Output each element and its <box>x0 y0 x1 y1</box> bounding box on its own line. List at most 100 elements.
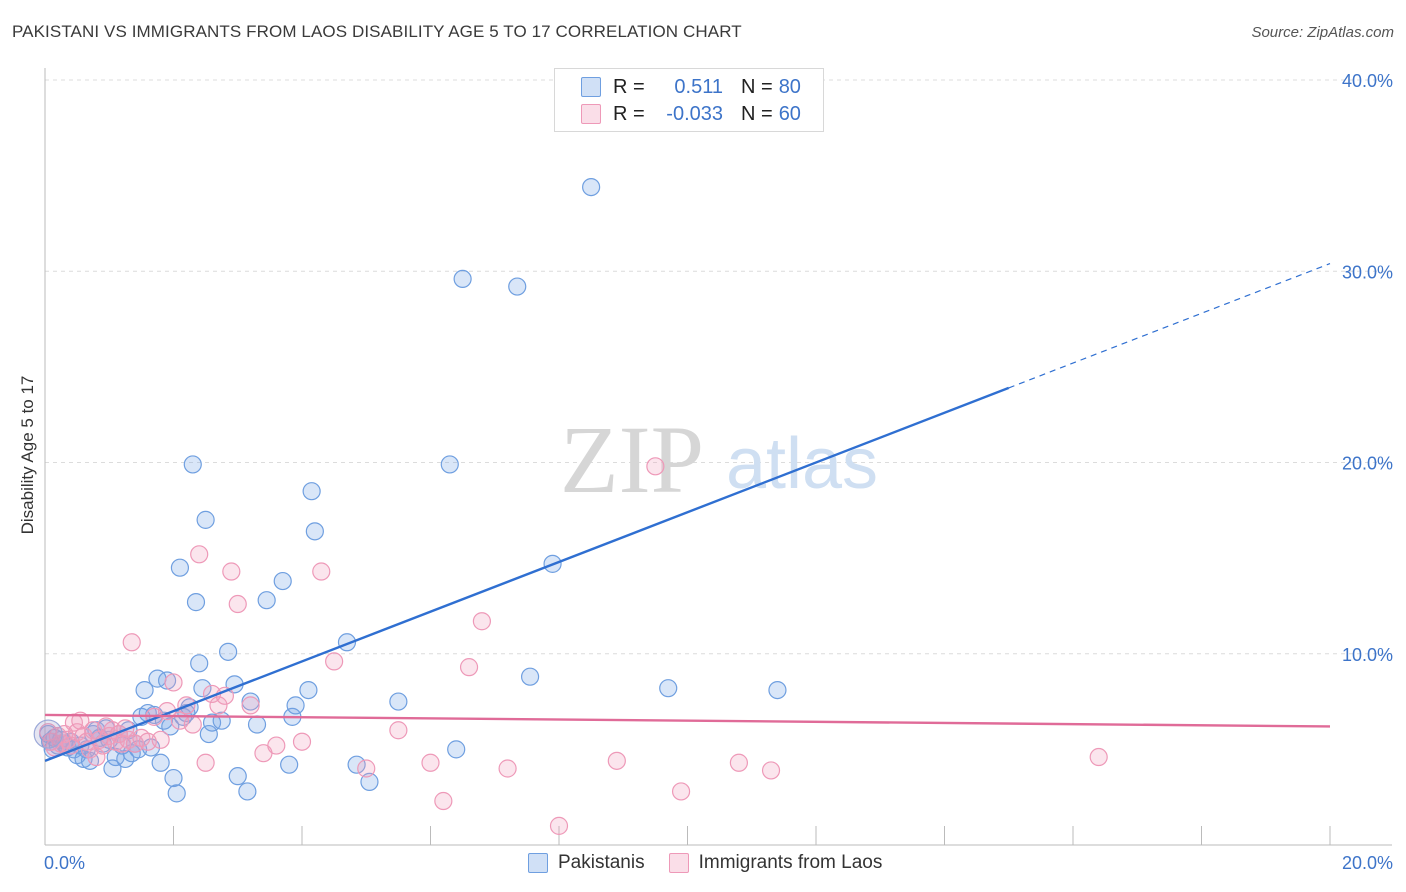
point-laos <box>729 753 749 772</box>
point-pakistanis <box>768 680 787 700</box>
point-laos <box>164 673 183 692</box>
legend-n-label: N = <box>741 102 773 125</box>
legend-row-laos: R = -0.033 N = 60 <box>581 101 801 127</box>
point-pakistanis <box>228 767 247 786</box>
point-laos <box>312 562 331 581</box>
point-pakistanis <box>170 558 190 577</box>
point-pakistanis <box>157 671 177 690</box>
point-pakistanis <box>299 680 318 700</box>
legend-item-laos: Immigrants from Laos <box>668 852 883 874</box>
point-pakistanis <box>164 768 183 788</box>
point-laos <box>498 759 517 778</box>
point-laos <box>241 696 260 715</box>
legend-swatch-blue <box>528 853 548 873</box>
grid-lines <box>45 79 1392 655</box>
point-laos <box>267 736 286 755</box>
point-laos <box>325 652 344 671</box>
trend-line-pakistanis-extension <box>1008 263 1331 389</box>
trend-lines <box>44 263 1331 762</box>
legend-n-value: 60 <box>778 102 801 125</box>
legend-r-value: 0.511 <box>674 75 723 98</box>
axes <box>44 68 1392 846</box>
correlation-legend: R = 0.511 N = 80 R = -0.033 N = 60 <box>554 68 824 132</box>
point-pakistanis <box>659 679 678 698</box>
point-laos <box>761 761 781 780</box>
legend-r-value: -0.033 <box>666 102 723 125</box>
legend-label-laos: Immigrants from Laos <box>698 852 883 873</box>
point-laos <box>671 782 691 801</box>
point-laos <box>122 633 141 652</box>
point-laos <box>607 751 626 770</box>
point-cluster <box>33 719 63 749</box>
legend-r-label: R = <box>613 75 645 98</box>
point-pakistanis <box>273 571 292 591</box>
tick-labels: 10.0% 20.0% 30.0% 40.0% 0.0% 20.0% <box>44 71 1393 873</box>
point-laos <box>292 732 312 751</box>
point-laos <box>1089 747 1108 767</box>
point-laos <box>472 612 491 631</box>
point-pakistanis <box>135 680 154 700</box>
point-pakistanis <box>183 455 202 474</box>
point-laos <box>228 594 247 614</box>
legend-swatch-blue <box>581 77 601 97</box>
point-pakistanis <box>151 753 170 772</box>
legend-swatch-pink <box>581 104 601 124</box>
point-pakistanis <box>241 692 260 711</box>
point-pakistanis <box>302 482 321 501</box>
source-label: Source: ZipAtlas.com <box>1251 24 1394 41</box>
y-tick-label: 10.0% <box>1342 645 1393 665</box>
watermark: ZIP atlas <box>560 406 878 513</box>
point-laos <box>421 753 440 772</box>
data-points <box>33 178 1108 835</box>
legend-n-value: 80 <box>778 75 801 98</box>
point-pakistanis <box>582 178 601 197</box>
point-pakistanis <box>199 724 218 744</box>
legend-r-label: R = <box>613 102 645 125</box>
watermark-zip: ZIP <box>560 406 704 513</box>
point-pakistanis <box>167 784 186 803</box>
chart-title: PAKISTANI VS IMMIGRANTS FROM LAOS DISABI… <box>12 22 742 41</box>
point-pakistanis <box>520 667 540 686</box>
point-laos <box>549 816 569 835</box>
point-pakistanis <box>238 782 257 801</box>
x-tick-label: 20.0% <box>1342 853 1393 873</box>
trend-line-laos <box>44 713 1331 728</box>
point-pakistanis <box>360 772 379 791</box>
point-pakistanis <box>190 654 209 673</box>
point-laos <box>646 457 665 476</box>
point-pakistanis <box>305 522 324 541</box>
point-pakistanis <box>389 692 408 711</box>
series-legend: Pakistanis Immigrants from Laos <box>528 852 906 874</box>
point-laos <box>389 721 408 740</box>
legend-item-pakistanis: Pakistanis <box>528 852 645 874</box>
y-tick-label: 40.0% <box>1342 71 1393 91</box>
watermark-atlas: atlas <box>726 424 878 504</box>
point-pakistanis <box>280 755 299 774</box>
point-laos <box>39 723 58 742</box>
point-laos <box>459 658 479 677</box>
point-laos <box>215 686 234 705</box>
legend-label-pakistanis: Pakistanis <box>558 852 645 873</box>
legend-swatch-pink <box>668 853 689 873</box>
legend-n-label: N = <box>741 75 773 98</box>
point-pakistanis <box>447 740 466 759</box>
point-laos <box>190 545 209 564</box>
point-pakistanis <box>440 455 459 474</box>
trend-line-pakistanis <box>44 386 1010 762</box>
point-pakistanis <box>161 717 180 736</box>
y-tick-label: 20.0% <box>1342 454 1393 474</box>
point-laos <box>151 730 170 749</box>
point-laos <box>222 562 241 581</box>
point-laos <box>209 696 228 715</box>
point-pakistanis <box>347 755 366 774</box>
point-pakistanis <box>247 715 267 734</box>
legend-row-pakistanis: R = 0.511 N = 80 <box>581 74 801 100</box>
point-pakistanis <box>193 679 212 698</box>
x-tick-label: 0.0% <box>44 853 85 873</box>
point-pakistanis <box>286 696 305 715</box>
y-tick-label: 30.0% <box>1342 262 1393 282</box>
point-pakistanis <box>103 759 122 778</box>
point-pakistanis <box>212 711 231 730</box>
point-laos <box>357 759 376 778</box>
